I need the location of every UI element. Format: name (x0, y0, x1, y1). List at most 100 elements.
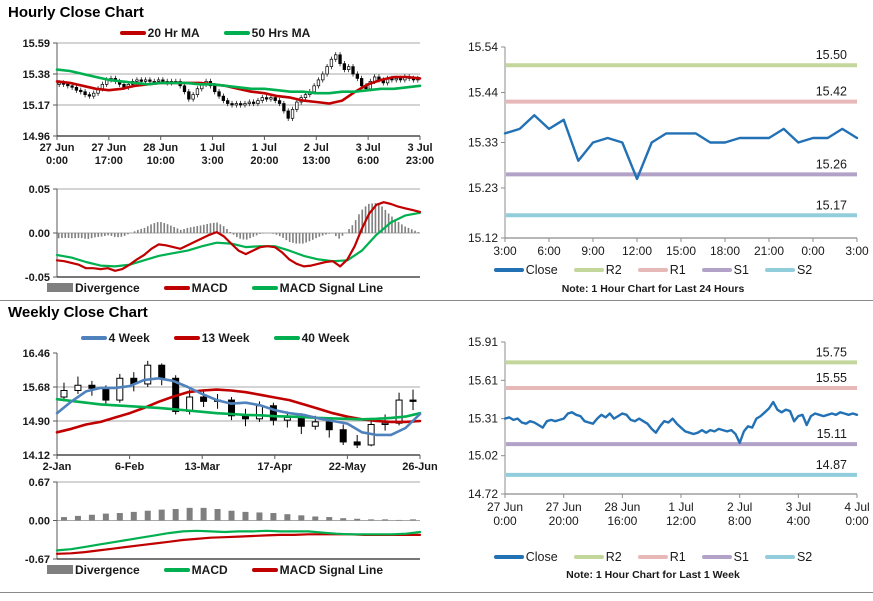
svg-text:3 Jul: 3 Jul (786, 500, 811, 514)
legend-item-40-week: 40 Week (273, 331, 349, 345)
svg-text:15.23: 15.23 (468, 181, 498, 195)
legend-item-13-week: 13 Week (173, 330, 250, 345)
hourly-section-title: Hourly Close Chart (8, 4, 144, 21)
svg-text:9:00: 9:00 (581, 244, 605, 258)
svg-text:15.33: 15.33 (468, 136, 498, 150)
legend-item-close: Close (493, 263, 558, 277)
svg-text:6:00: 6:00 (357, 155, 379, 167)
weekly-pivot-legend: Close R2 R1 S1 S2 (433, 549, 873, 565)
svg-text:0:00: 0:00 (845, 514, 869, 528)
legend-label: R2 (605, 550, 622, 564)
legend-item-4-week: 4 Week (80, 330, 150, 345)
close-legend-swatch (493, 268, 524, 272)
50-hrs-ma-legend-swatch (223, 30, 250, 35)
svg-text:15.38: 15.38 (22, 69, 50, 81)
svg-text:15.26: 15.26 (816, 157, 847, 171)
svg-text:0.05: 0.05 (29, 184, 50, 196)
legend-label: 4 Week (108, 330, 150, 345)
legend-label: Close (525, 550, 558, 564)
legend-item-20-hr-ma: 20 Hr MA (119, 26, 200, 40)
20-hr-ma-legend-swatch (119, 30, 146, 35)
svg-text:21:00: 21:00 (754, 244, 784, 258)
legend-label: S1 (733, 550, 749, 564)
svg-text:15.68: 15.68 (22, 382, 50, 394)
svg-text:15.59: 15.59 (22, 38, 50, 50)
legend-item-r2: R2 (573, 263, 622, 277)
svg-text:20:00: 20:00 (549, 514, 579, 528)
svg-text:3:00: 3:00 (845, 244, 869, 258)
svg-text:22-May: 22-May (329, 461, 367, 473)
svg-text:27 Jun: 27 Jun (487, 500, 523, 514)
svg-text:2 Jul: 2 Jul (727, 500, 752, 514)
svg-text:20:00: 20:00 (250, 155, 278, 167)
legend-label: 13 Week (201, 330, 250, 345)
4-week-legend-swatch (80, 335, 107, 340)
svg-text:15.44: 15.44 (468, 85, 498, 99)
legend-label: 50 Hrs MA (251, 25, 311, 40)
13-week-legend-swatch (173, 335, 200, 340)
legend-item-macd-signal-line: MACD Signal Line (251, 280, 384, 295)
svg-text:3 Jul: 3 Jul (407, 142, 432, 154)
svg-text:1 Jul: 1 Jul (668, 500, 693, 514)
40-week-legend-swatch (273, 335, 300, 340)
svg-text:12:00: 12:00 (666, 514, 696, 528)
svg-text:15:00: 15:00 (666, 244, 696, 258)
svg-text:4:00: 4:00 (787, 514, 811, 528)
svg-text:26-Jun: 26-Jun (402, 461, 438, 473)
legend-label: MACD (191, 562, 228, 577)
legend-item-s2: S2 (764, 550, 812, 564)
svg-text:15.12: 15.12 (468, 231, 498, 245)
weekly-macd-chart: 0.67 0.00 -0.67 (25, 477, 422, 566)
macd-signal-line-legend-swatch (251, 567, 278, 572)
svg-text:15.17: 15.17 (22, 100, 50, 112)
svg-text:15.42: 15.42 (816, 85, 847, 99)
svg-text:2 Jul: 2 Jul (304, 142, 329, 154)
svg-text:18:00: 18:00 (710, 244, 740, 258)
svg-text:15.02: 15.02 (468, 449, 498, 463)
svg-text:17:00: 17:00 (95, 155, 123, 167)
svg-text:0.00: 0.00 (29, 516, 50, 528)
svg-text:28 Jun: 28 Jun (143, 142, 178, 154)
legend-label: MACD Signal Line (279, 280, 384, 295)
divergence-legend-swatch (46, 565, 73, 574)
hourly-macd-legend: Divergence MACD MACD Signal Line (0, 280, 430, 295)
r2-legend-swatch (573, 555, 604, 559)
r2-legend-swatch (573, 268, 604, 272)
weekly-pivot-note: Note: 1 Hour Chart for Last 1 Week (566, 569, 740, 581)
svg-text:15.75: 15.75 (816, 345, 847, 359)
legend-item-close: Close (493, 550, 558, 564)
svg-text:17-Apr: 17-Apr (257, 461, 293, 473)
svg-text:23:00: 23:00 (406, 155, 434, 167)
macd-legend-swatch (163, 285, 190, 290)
svg-text:27 Jun: 27 Jun (91, 142, 126, 154)
weekly-price-chart: 16.46 15.68 14.90 14.122-Jan 6-Feb 13-Mar 17-A… (22, 348, 438, 473)
svg-text:15.61: 15.61 (468, 373, 498, 387)
legend-item-macd: MACD (163, 562, 228, 577)
svg-text:-0.67: -0.67 (25, 554, 50, 566)
svg-text:13-Mar: 13-Mar (184, 461, 220, 473)
legend-item-divergence: Divergence (46, 280, 140, 295)
section-divider-bottom (0, 592, 873, 593)
svg-text:27 Jun: 27 Jun (40, 142, 75, 154)
svg-text:1 Jul: 1 Jul (200, 142, 225, 154)
legend-item-macd: MACD (163, 281, 228, 295)
svg-text:15.17: 15.17 (816, 198, 847, 212)
legend-label: Divergence (74, 280, 140, 295)
svg-text:0:00: 0:00 (801, 244, 825, 258)
legend-item-s1: S1 (701, 263, 749, 277)
legend-label: R1 (669, 550, 686, 564)
svg-text:27 Jun: 27 Jun (546, 500, 582, 514)
legend-item-divergence: Divergence (46, 563, 140, 577)
svg-text:15.54: 15.54 (468, 40, 498, 54)
svg-text:3:00: 3:00 (202, 155, 224, 167)
legend-item-r1: R1 (637, 550, 686, 564)
divergence-legend-swatch (46, 283, 73, 292)
svg-text:0:00: 0:00 (493, 514, 517, 528)
legend-label: Close (525, 263, 558, 277)
legend-item-r2: R2 (573, 550, 622, 564)
svg-text:-0.05: -0.05 (25, 272, 50, 284)
svg-text:12:00: 12:00 (622, 244, 652, 258)
legend-label: MACD Signal Line (279, 562, 384, 577)
